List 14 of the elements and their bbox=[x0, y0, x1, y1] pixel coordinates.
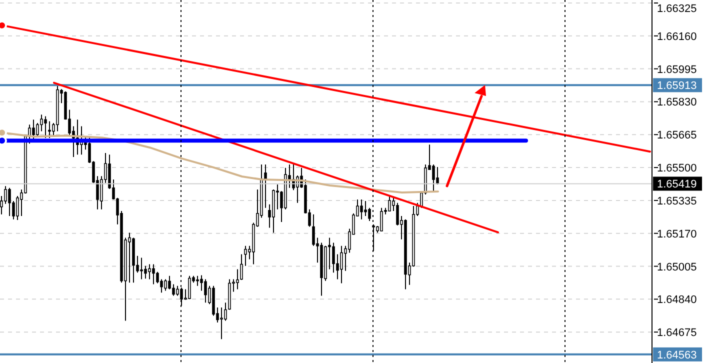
ref-line-label: 1.65419 bbox=[657, 178, 697, 191]
y-tick-label: 1.65170 bbox=[657, 228, 697, 240]
y-tick-label: 1.65335 bbox=[657, 195, 697, 208]
y-tick-label: 1.66160 bbox=[657, 30, 697, 43]
ref-line-label: 1.65913 bbox=[657, 80, 697, 92]
y-tick-label: 1.66325 bbox=[657, 3, 697, 15]
y-tick-label: 1.64840 bbox=[657, 294, 697, 306]
y-tick-label: 1.64675 bbox=[657, 327, 697, 340]
y-tick-label: 1.65665 bbox=[657, 130, 697, 142]
y-tick-label: 1.65500 bbox=[657, 162, 697, 175]
y-tick-label: 1.65830 bbox=[657, 96, 697, 109]
y-tick-label: 1.65005 bbox=[657, 261, 697, 274]
y-tick-label: 1.65995 bbox=[657, 64, 697, 76]
ref-line-label: 1.64563 bbox=[657, 349, 697, 362]
